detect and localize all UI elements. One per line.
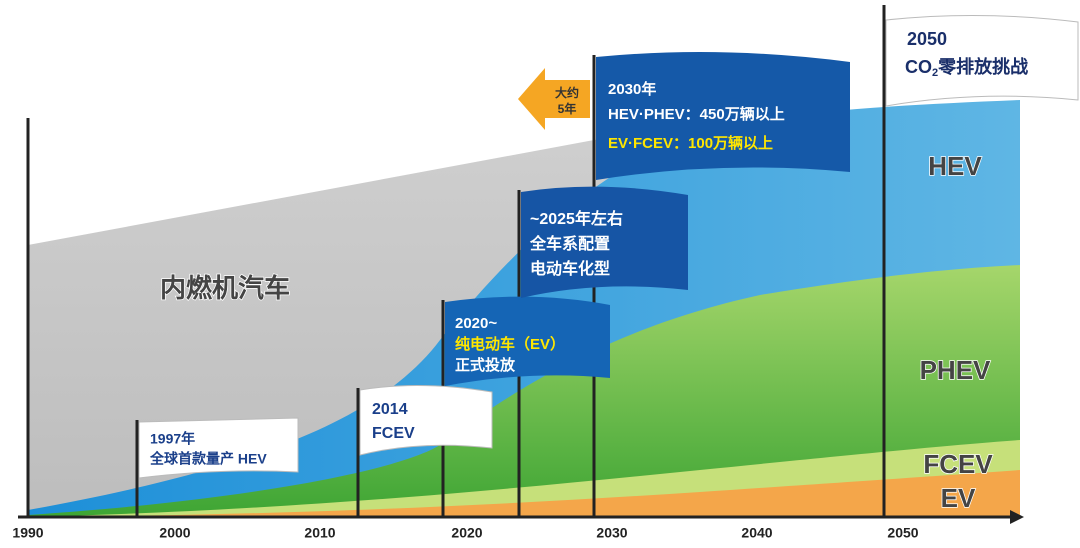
fcev-label: FCEV <box>923 449 993 479</box>
flag-text: CO2零排放挑战 <box>905 56 1028 79</box>
flag-2020 <box>445 296 610 386</box>
flag-text: 2050 <box>907 29 947 49</box>
flag-2025 <box>521 186 688 298</box>
flag-text: 电动车化型 <box>530 259 610 278</box>
x-tick-label: 1990 <box>12 525 43 541</box>
x-tick-label: 2040 <box>741 525 772 541</box>
x-tick-label: 2020 <box>451 525 482 541</box>
x-ticks: 1990 2000 2010 2020 2030 2040 2050 <box>12 525 918 541</box>
ice-label: 内燃机汽车 <box>160 273 290 303</box>
flag-2014 <box>359 384 493 456</box>
flag-text: 纯电动车（EV） <box>455 335 565 353</box>
co-rest: 零排放挑战 <box>937 56 1028 77</box>
flag-1997 <box>138 417 299 479</box>
arrow <box>518 68 590 130</box>
axis-arrow <box>1010 510 1024 524</box>
x-tick-label: 2010 <box>304 525 335 541</box>
flag-text: HEV·PHEV：450万辆以上 <box>608 105 785 123</box>
flag-text: 2030年 <box>608 80 656 98</box>
flag-text: EV·FCEV：100万辆以上 <box>608 134 773 152</box>
ev-area <box>28 470 1020 517</box>
phev-label: PHEV <box>920 355 991 385</box>
flag-text: ~2025年左右 <box>530 209 623 228</box>
x-tick-label: 2000 <box>159 525 190 541</box>
hev-label: HEV <box>928 151 982 181</box>
flag-text: 全车系配置 <box>529 234 610 253</box>
flag-2050 <box>885 14 1079 107</box>
flag-text: 1997年 <box>150 431 195 447</box>
flag-text: 正式投放 <box>455 356 516 374</box>
arrow-text: 5年 <box>558 101 577 116</box>
x-tick-label: 2030 <box>596 525 627 541</box>
phev-area <box>28 265 1020 517</box>
arrow-text: 大约 <box>555 85 579 100</box>
x-tick-label: 2050 <box>887 525 918 541</box>
flag-text: 全球首款量产 HEV <box>149 451 267 467</box>
flag-text: 2020~ <box>455 315 497 332</box>
flag-2030 <box>596 52 850 180</box>
ev-label: EV <box>941 483 976 513</box>
co-text: CO <box>905 57 932 77</box>
flag-text: 2014 <box>372 401 408 418</box>
subscript: 2 <box>932 67 938 79</box>
flag-text: FCEV <box>372 425 415 442</box>
